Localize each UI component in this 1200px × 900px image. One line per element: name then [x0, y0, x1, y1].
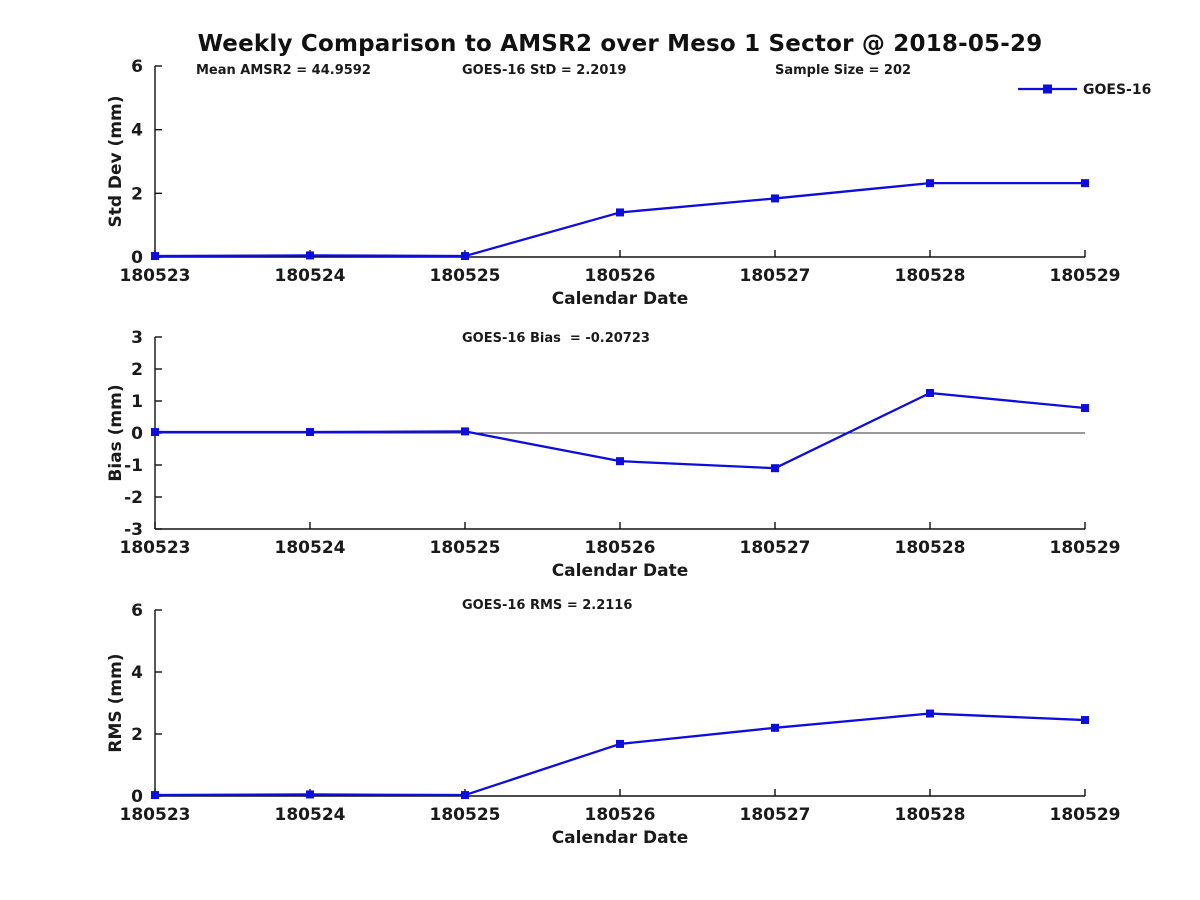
- x-tick-label-rms: 180524: [275, 805, 346, 825]
- x-tick-label-bias: 180524: [275, 538, 346, 558]
- series-line-rms: [154, 712, 1086, 797]
- x-tick-label-bias: 180527: [740, 538, 811, 558]
- x-axis-label-stddev: Calendar Date: [552, 289, 689, 309]
- x-tick-label-rms: 180523: [120, 805, 191, 825]
- y-axis-label-rms: RMS (mm): [106, 653, 126, 752]
- x-tick-label-rms: 180529: [1050, 805, 1121, 825]
- series-line-bias: [155, 391, 1086, 470]
- y-tick-label-bias: 0: [131, 424, 143, 444]
- y-tick-label-stddev: 0: [131, 248, 143, 268]
- x-tick-label-rms: 180526: [585, 805, 656, 825]
- series-marker-bias: [771, 464, 779, 473]
- y-tick-label-rms: 2: [131, 725, 143, 745]
- x-tick-label-rms: 180525: [430, 805, 501, 825]
- annotation-stddev-2: Sample Size = 202: [775, 63, 911, 78]
- series-marker-rms: [151, 791, 159, 800]
- x-tick-label-bias: 180528: [895, 538, 966, 558]
- annotation-stddev-1: GOES-16 StD = 2.2019: [462, 63, 626, 78]
- y-axis-label-stddev: Std Dev (mm): [106, 95, 126, 227]
- y-tick-label-bias: -3: [124, 520, 143, 540]
- series-marker-rms: [771, 723, 779, 732]
- x-tick-label-rms: 180527: [740, 805, 811, 825]
- series-marker-stddev: [151, 252, 159, 261]
- x-tick-label-stddev: 180524: [275, 266, 346, 286]
- y-tick-label-bias: 2: [131, 360, 143, 380]
- series-marker-bias: [461, 427, 469, 436]
- y-tick-label-rms: 6: [131, 601, 143, 621]
- x-axis-label-rms: Calendar Date: [552, 828, 689, 848]
- legend-label: GOES-16: [1083, 82, 1151, 98]
- series-marker-bias: [151, 428, 159, 437]
- series-marker-rms: [1081, 716, 1089, 725]
- x-axis-label-bias: Calendar Date: [552, 561, 689, 581]
- y-tick-label-bias: 1: [131, 392, 143, 412]
- series-marker-bias: [616, 457, 624, 466]
- series-marker-rms: [306, 790, 314, 799]
- series-marker-stddev: [1081, 179, 1089, 188]
- y-tick-label-rms: 0: [131, 787, 143, 807]
- y-tick-label-stddev: 4: [131, 121, 143, 141]
- x-tick-label-bias: 180529: [1050, 538, 1121, 558]
- y-tick-label-rms: 4: [131, 663, 143, 683]
- y-tick-label-bias: -2: [124, 488, 143, 508]
- x-tick-label-bias: 180525: [430, 538, 501, 558]
- annotation-stddev-0: Mean AMSR2 = 44.9592: [196, 63, 371, 78]
- series-marker-stddev: [771, 194, 779, 203]
- series-marker-rms: [926, 709, 934, 718]
- x-tick-label-bias: 180526: [585, 538, 656, 558]
- series-marker-bias: [926, 389, 934, 397]
- series-marker-bias: [306, 428, 314, 437]
- series-marker-stddev: [926, 179, 934, 188]
- x-tick-label-stddev: 180526: [585, 266, 656, 286]
- series-marker-stddev: [616, 208, 624, 217]
- x-tick-label-stddev: 180529: [1050, 266, 1121, 286]
- x-tick-label-rms: 180528: [895, 805, 966, 825]
- x-tick-label-stddev: 180527: [740, 266, 811, 286]
- annotation-rms-0: GOES-16 RMS = 2.2116: [462, 598, 632, 613]
- series-marker-rms: [461, 791, 469, 800]
- annotation-bias-0: GOES-16 Bias = -0.20723: [462, 331, 650, 346]
- y-tick-label-stddev: 2: [131, 184, 143, 204]
- series-marker-stddev: [461, 252, 469, 261]
- x-tick-label-bias: 180523: [120, 538, 191, 558]
- series-marker-stddev: [306, 251, 314, 260]
- y-tick-label-bias: 3: [131, 328, 143, 348]
- y-tick-label-stddev: 6: [131, 57, 143, 77]
- y-axis-label-bias: Bias (mm): [106, 384, 126, 481]
- series-marker-rms: [616, 739, 624, 748]
- x-tick-label-stddev: 180523: [120, 266, 191, 286]
- series-marker-bias: [1081, 404, 1089, 413]
- x-tick-label-stddev: 180525: [430, 266, 501, 286]
- figure-title: Weekly Comparison to AMSR2 over Meso 1 S…: [197, 31, 1043, 57]
- legend-marker-sample: [1043, 84, 1052, 94]
- series-line-stddev: [154, 181, 1085, 258]
- x-tick-label-stddev: 180528: [895, 266, 966, 286]
- y-tick-label-bias: -1: [124, 456, 143, 476]
